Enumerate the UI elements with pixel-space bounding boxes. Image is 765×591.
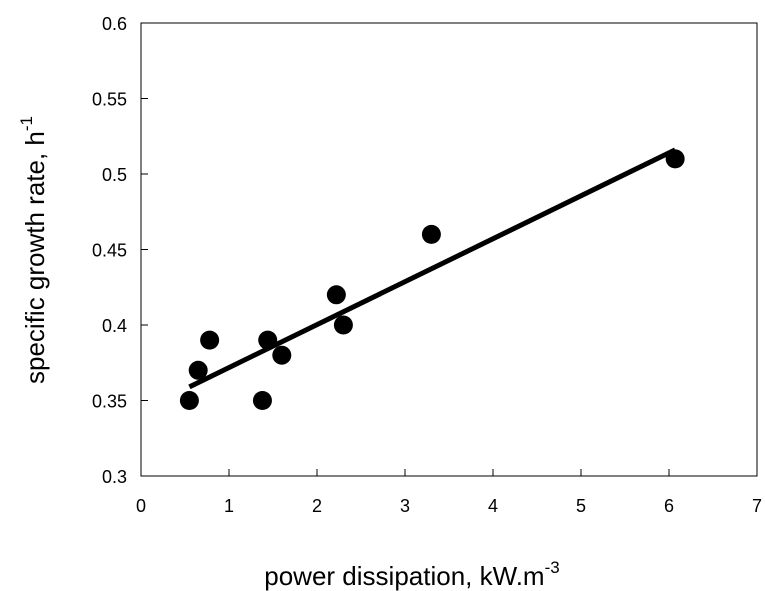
data-points: [179, 149, 685, 410]
x-tick-label: 3: [400, 496, 410, 516]
data-point: [333, 315, 353, 335]
y-axis-label: specific growth rate, h: [20, 131, 50, 384]
plot-area-frame: [140, 22, 758, 477]
y-tick-label: 0.45: [92, 241, 127, 261]
x-tick-label: 6: [664, 496, 674, 516]
data-point: [326, 285, 346, 305]
x-axis-label-superscript: -3: [545, 558, 560, 577]
data-point: [665, 149, 685, 169]
y-tick-label: 0.3: [102, 467, 127, 487]
data-point: [188, 360, 208, 380]
data-point: [252, 391, 272, 410]
y-tick-label: 0.4: [102, 316, 127, 336]
trendline: [188, 147, 677, 390]
x-tick-label: 2: [312, 496, 322, 516]
data-point: [421, 224, 441, 244]
data-point: [272, 345, 292, 365]
y-tick-label: 0.6: [102, 14, 127, 34]
y-tick-label: 0.5: [102, 165, 127, 185]
x-tick-label: 4: [488, 496, 498, 516]
x-tick-label: 7: [752, 496, 762, 516]
x-axis-ticks: [140, 469, 758, 476]
x-tick-label: 1: [224, 496, 234, 516]
x-tick-label: 0: [136, 496, 146, 516]
data-point: [200, 330, 220, 350]
y-axis-label-superscript: -1: [17, 116, 36, 131]
y-axis-tick-labels: 0.3 0.35 0.4 0.45 0.5 0.55 0.6: [92, 14, 127, 487]
x-axis-title: power dissipation, kW.m-3: [264, 558, 559, 591]
x-axis-tick-labels: 0 1 2 3 4 5 6 7: [136, 496, 762, 516]
data-point: [258, 330, 278, 350]
x-axis-label: power dissipation, kW.m: [264, 561, 544, 591]
y-tick-label: 0.55: [92, 90, 127, 110]
y-tick-label: 0.35: [92, 392, 127, 412]
x-tick-label: 5: [576, 496, 586, 516]
data-point: [179, 391, 199, 410]
y-axis-ticks: [141, 22, 148, 477]
y-axis-title: specific growth rate, h-1: [17, 116, 50, 384]
